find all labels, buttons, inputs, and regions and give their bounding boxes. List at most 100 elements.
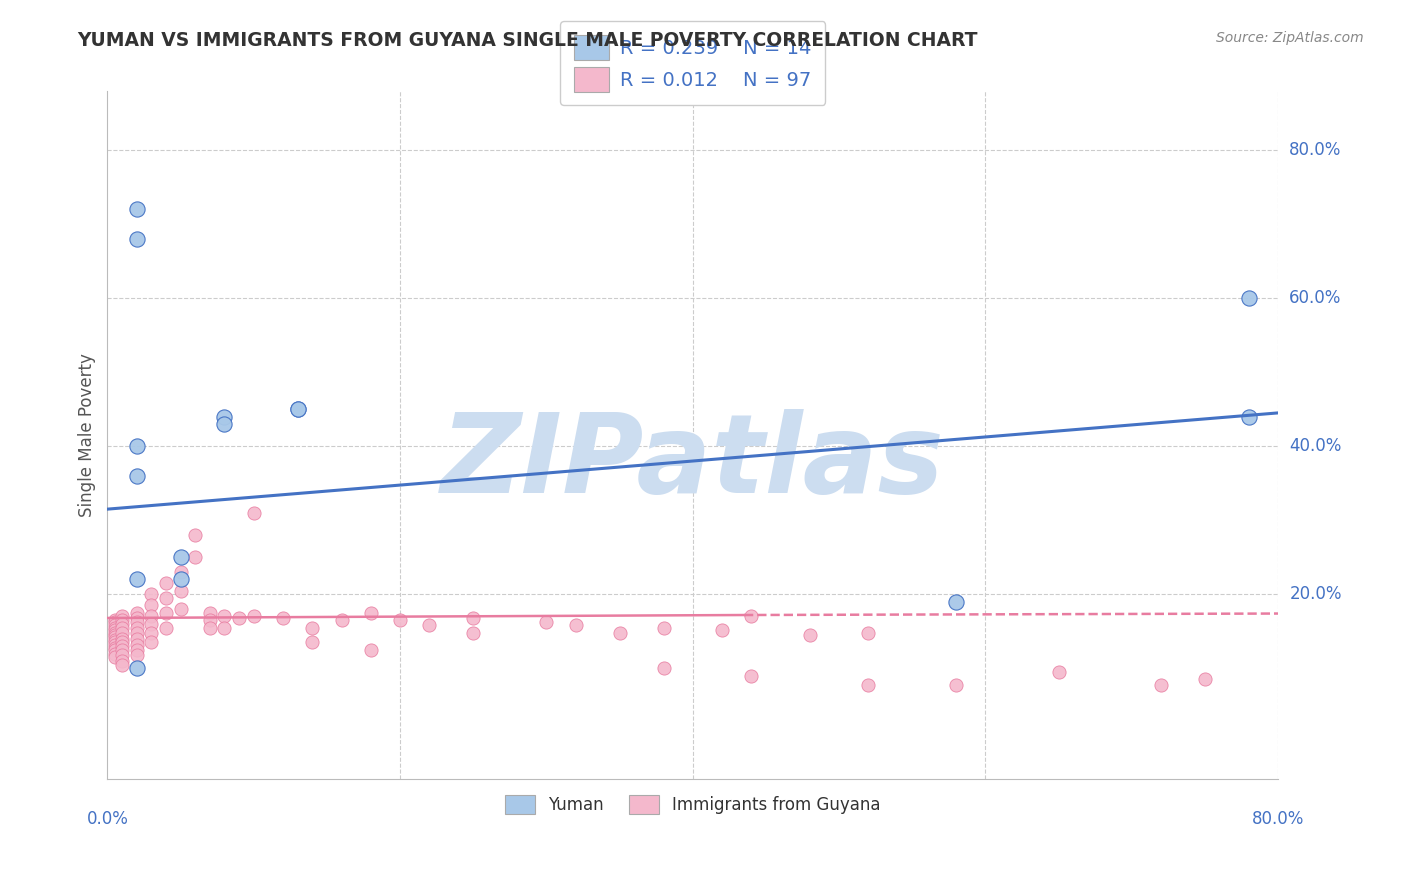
Legend: Yuman, Immigrants from Guyana: Yuman, Immigrants from Guyana [496,787,889,822]
Point [169,565,191,579]
Text: 20.0%: 20.0% [1289,585,1341,603]
Point [104,640,127,655]
Point [214,417,236,431]
Point [155,606,177,620]
Text: 80.0%: 80.0% [1289,141,1341,159]
Point [155,576,177,591]
Point [125,661,148,675]
Point [242,609,264,624]
Point [184,528,207,542]
Point [141,616,163,631]
Point [214,621,236,635]
Point [111,632,134,646]
Point [945,595,967,609]
Point [141,587,163,601]
Point [125,232,148,246]
Point [104,630,127,644]
Point [104,642,127,657]
Point [711,623,734,637]
Point [418,618,440,632]
Point [125,606,148,620]
Point [141,635,163,649]
Text: 60.0%: 60.0% [1289,289,1341,307]
Point [104,635,127,649]
Point [125,439,148,453]
Text: YUMAN VS IMMIGRANTS FROM GUYANA SINGLE MALE POVERTY CORRELATION CHART: YUMAN VS IMMIGRANTS FROM GUYANA SINGLE M… [77,31,977,50]
Point [287,402,309,417]
Point [104,650,127,665]
Point [125,625,148,640]
Point [740,669,762,683]
Point [858,625,880,640]
Point [198,606,221,620]
Text: 0.0%: 0.0% [86,810,128,828]
Point [104,623,127,637]
Point [155,621,177,635]
Point [198,621,221,635]
Point [111,613,134,627]
Point [104,628,127,642]
Point [564,618,586,632]
Point [125,648,148,662]
Point [111,648,134,662]
Point [945,678,967,692]
Point [125,573,148,587]
Point [141,599,163,613]
Text: Source: ZipAtlas.com: Source: ZipAtlas.com [1216,31,1364,45]
Point [104,647,127,661]
Point [111,635,134,649]
Point [155,591,177,605]
Y-axis label: Single Male Poverty: Single Male Poverty [79,353,96,517]
Point [141,625,163,640]
Point [360,606,382,620]
Point [111,654,134,668]
Point [536,615,558,630]
Point [1150,678,1173,692]
Point [389,613,412,627]
Point [1047,665,1070,679]
Point [104,633,127,648]
Point [858,678,880,692]
Point [740,609,762,624]
Point [125,611,148,625]
Point [463,611,485,625]
Point [125,202,148,217]
Point [125,642,148,657]
Point [360,642,382,657]
Text: 40.0%: 40.0% [1289,437,1341,455]
Point [104,638,127,652]
Point [184,550,207,565]
Point [214,409,236,424]
Point [125,615,148,630]
Point [169,583,191,598]
Point [799,628,821,642]
Point [609,625,631,640]
Point [111,621,134,635]
Point [463,625,485,640]
Point [111,639,134,653]
Point [169,573,191,587]
Point [111,616,134,631]
Point [111,657,134,672]
Point [111,642,134,657]
Point [330,613,353,627]
Text: 80.0%: 80.0% [1251,810,1305,828]
Point [1194,673,1216,687]
Point [125,468,148,483]
Point [111,625,134,640]
Point [1237,409,1260,424]
Point [287,402,309,417]
Point [652,621,675,635]
Point [169,602,191,616]
Point [1237,291,1260,305]
Point [104,615,127,630]
Point [169,550,191,565]
Point [242,506,264,520]
Point [125,638,148,652]
Point [104,613,127,627]
Point [125,632,148,646]
Point [271,611,294,625]
Point [104,625,127,640]
Point [228,611,250,625]
Point [652,661,675,675]
